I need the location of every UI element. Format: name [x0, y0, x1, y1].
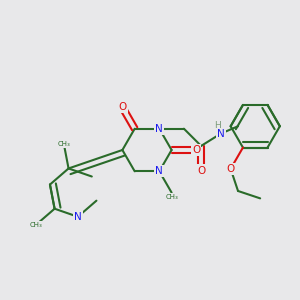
Text: N: N: [217, 129, 225, 139]
Text: N: N: [155, 124, 163, 134]
Text: CH₃: CH₃: [165, 194, 178, 200]
Text: O: O: [226, 164, 235, 174]
Text: O: O: [192, 145, 200, 155]
Text: CH₃: CH₃: [58, 141, 70, 147]
Text: N: N: [155, 166, 163, 176]
Text: N: N: [74, 212, 82, 222]
Text: H: H: [214, 121, 220, 130]
Text: CH₃: CH₃: [30, 222, 42, 228]
Text: O: O: [197, 166, 205, 176]
Text: O: O: [118, 102, 127, 112]
